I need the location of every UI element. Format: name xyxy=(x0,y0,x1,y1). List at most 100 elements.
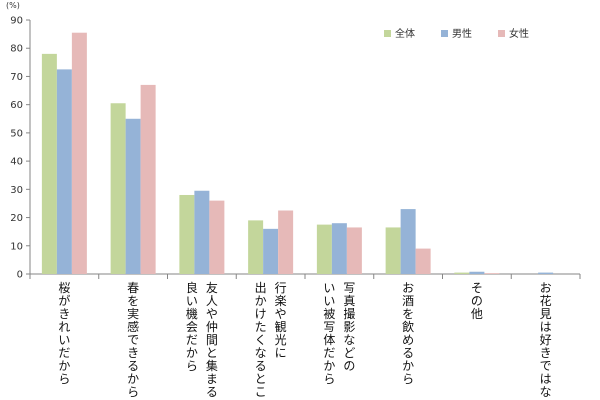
category-label-char: の xyxy=(471,294,483,308)
bar-全体-6 xyxy=(454,272,470,274)
bar-女性-6 xyxy=(484,273,500,274)
category-label-char: で xyxy=(540,359,552,373)
category-label-char: 好 xyxy=(540,333,552,347)
category-label-char: 行 xyxy=(275,281,287,295)
category-label-char: は xyxy=(540,372,552,386)
bars xyxy=(41,32,554,275)
category-label-char: 桜 xyxy=(58,281,70,295)
category-label-char: 観 xyxy=(275,320,287,334)
category-label-char: か xyxy=(58,359,70,373)
bar-男性-2 xyxy=(194,190,210,274)
bar-女性-5 xyxy=(415,248,431,274)
y-tick-label: 60 xyxy=(10,100,23,111)
y-tick-label: 90 xyxy=(10,16,23,27)
category-label-char: は xyxy=(540,320,552,334)
category-label-char: 仲 xyxy=(206,320,218,334)
category-label-char: 撮 xyxy=(343,307,355,321)
category-label-char: お xyxy=(402,281,414,295)
category-label: 出かけたくなるところ xyxy=(255,281,267,400)
category-label-char: ら xyxy=(402,372,414,386)
bar-男性-1 xyxy=(125,118,141,275)
category-label-char: お xyxy=(540,281,552,295)
category-label-char: る xyxy=(402,346,414,360)
y-tick-label: 70 xyxy=(10,72,23,83)
category-label-char: き xyxy=(540,346,552,360)
category-label-char: 春 xyxy=(127,281,139,295)
y-tick-label: 0 xyxy=(17,270,23,281)
y-tick-label: 10 xyxy=(10,241,23,252)
category-label-char: い xyxy=(540,398,552,400)
category-label-char: 友 xyxy=(206,281,218,295)
category-label-char: か xyxy=(402,359,414,373)
y-tick-label: 50 xyxy=(10,128,23,139)
category-label-char: る xyxy=(255,359,267,373)
category-label-char: た xyxy=(255,320,267,334)
category-label-char: 集 xyxy=(206,358,218,373)
category-label-char: ろ xyxy=(255,398,267,400)
y-tick-label: 40 xyxy=(10,157,23,168)
category-label-char: を xyxy=(402,307,414,321)
y-tick-label: 20 xyxy=(10,213,23,224)
category-label-char: い xyxy=(186,294,198,308)
category-label-char: 出 xyxy=(255,281,267,295)
category-label-char: だ xyxy=(186,333,198,347)
category-label-char: ま xyxy=(206,372,218,386)
category-label-char: だ xyxy=(323,346,335,360)
category-label-char: 真 xyxy=(343,294,355,308)
bar-男性-6 xyxy=(469,271,485,274)
legend: 全体 男性 女性 xyxy=(384,27,529,40)
category-label-char: と xyxy=(255,372,267,386)
category-label: お花見は好きではない xyxy=(540,281,552,400)
bar-全体-2 xyxy=(179,194,195,274)
category-label-char: 実 xyxy=(127,306,139,321)
category-label-char: 楽 xyxy=(275,294,287,308)
legend-label: 全体 xyxy=(395,27,415,40)
category-label-char: だ xyxy=(58,346,70,360)
category-label-char: に xyxy=(275,346,287,360)
legend-swatch xyxy=(498,30,505,37)
category-label-char: な xyxy=(255,346,267,360)
category-label-char: か xyxy=(186,346,198,360)
category-label-char: ど xyxy=(343,346,355,360)
category-label-char: ら xyxy=(186,359,198,373)
legend-label: 男性 xyxy=(452,27,472,40)
legend-label: 女性 xyxy=(509,27,529,40)
bar-男性-4 xyxy=(331,223,347,274)
bar-全体-0 xyxy=(41,53,57,274)
bar-全体-4 xyxy=(316,224,332,274)
bar-男性-3 xyxy=(263,228,279,274)
category-label-char: 影 xyxy=(343,320,355,334)
category-label-char: 写 xyxy=(343,281,355,295)
category-label-char: 見 xyxy=(540,307,552,321)
legend-swatch xyxy=(384,30,391,37)
category-label-char: な xyxy=(540,385,552,399)
category-label-char: 花 xyxy=(540,293,552,308)
category-label-char: 光 xyxy=(275,333,287,347)
legend-swatch xyxy=(441,30,448,37)
category-label-char: ら xyxy=(127,385,139,399)
category-label: その他 xyxy=(471,281,483,321)
category-label-char: い xyxy=(58,333,70,347)
category-label-char: る xyxy=(206,385,218,399)
category-label-char: ら xyxy=(323,372,335,386)
category-label-char: こ xyxy=(255,385,267,399)
y-unit-label: (%) xyxy=(6,1,20,10)
bar-全体-3 xyxy=(248,220,264,274)
bar-女性-1 xyxy=(140,84,156,275)
category-label-char: 飲 xyxy=(402,319,414,334)
category-label-char: が xyxy=(58,293,70,308)
bar-全体-1 xyxy=(110,103,126,274)
category-label-char: く xyxy=(255,333,267,347)
bar-男性-0 xyxy=(56,69,72,274)
category-label-char: 酒 xyxy=(402,294,414,308)
category-label-char: 人 xyxy=(206,294,218,308)
category-label-char: の xyxy=(343,359,355,373)
category-label-char: け xyxy=(255,307,267,321)
category-label-char: 他 xyxy=(471,307,483,321)
category-label-char: い xyxy=(323,294,335,308)
